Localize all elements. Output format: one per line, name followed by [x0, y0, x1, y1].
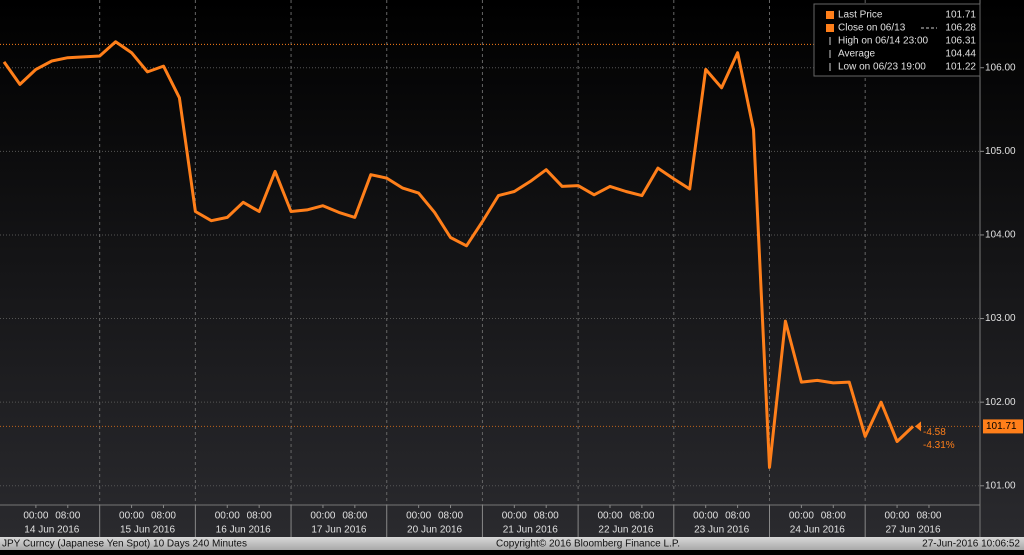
- y-tick-label: 106.00: [985, 62, 1016, 73]
- x-tick-label: 00:00: [119, 511, 144, 522]
- footer-bar: [0, 537, 1024, 550]
- x-tick-label: 00:00: [789, 511, 814, 522]
- legend-swatch: [826, 24, 834, 32]
- footer-right: 27-Jun-2016 10:06:52: [922, 539, 1020, 550]
- x-tick-label: 00:00: [885, 511, 910, 522]
- y-tick-label: 105.00: [985, 146, 1016, 157]
- x-tick-label: 08:00: [438, 511, 463, 522]
- x-tick-label: 08:00: [534, 511, 559, 522]
- x-tick-label: 08:00: [725, 511, 750, 522]
- y-tick-label: 104.00: [985, 230, 1016, 241]
- legend-label: Last Price: [838, 10, 883, 21]
- y-tick-label: 102.00: [985, 397, 1016, 408]
- legend-label: High on 06/14 23:00: [838, 36, 929, 47]
- legend-label: Close on 06/13: [838, 23, 906, 34]
- legend-swatch: [826, 11, 834, 19]
- day-label: 27 Jun 2016: [885, 525, 940, 536]
- x-tick-label: 00:00: [597, 511, 622, 522]
- price-line: [2, 40, 915, 469]
- day-label: 24 Jun 2016: [790, 525, 845, 536]
- y-tick-label: 101.00: [985, 480, 1016, 491]
- last-price-tag-label: 101.71: [986, 421, 1017, 432]
- x-tick-label: 00:00: [406, 511, 431, 522]
- day-label: 22 Jun 2016: [598, 525, 653, 536]
- footer-center: Copyright© 2016 Bloomberg Finance L.P.: [496, 539, 680, 550]
- x-tick-label: 00:00: [693, 511, 718, 522]
- day-label: 16 Jun 2016: [216, 525, 271, 536]
- day-label: 14 Jun 2016: [24, 525, 79, 536]
- x-tick-label: 00:00: [502, 511, 527, 522]
- last-price-arrow: [915, 421, 922, 432]
- x-tick-label: 00:00: [215, 511, 240, 522]
- footer-left: JPY Curncy (Japanese Yen Spot) 10 Days 2…: [2, 539, 247, 550]
- legend-value: 106.28: [945, 23, 976, 34]
- day-label: 21 Jun 2016: [503, 525, 558, 536]
- legend-value: 101.71: [945, 10, 976, 21]
- x-tick-label: 08:00: [247, 511, 272, 522]
- legend-value: 104.44: [945, 49, 976, 60]
- legend-value: 106.31: [945, 36, 976, 47]
- x-tick-label: 00:00: [310, 511, 335, 522]
- legend-value: 101.22: [945, 62, 976, 73]
- last-price-tag: [983, 419, 1023, 434]
- x-tick-label: 08:00: [55, 511, 80, 522]
- x-tick-label: 08:00: [342, 511, 367, 522]
- pct-change: -4.31%: [923, 440, 955, 451]
- legend-box: [813, 3, 981, 77]
- y-tick-label: 103.00: [985, 313, 1016, 324]
- day-label: 23 Jun 2016: [694, 525, 749, 536]
- x-tick-label: 00:00: [23, 511, 48, 522]
- legend-label: Low on 06/23 19:00: [838, 62, 926, 73]
- day-label: 17 Jun 2016: [311, 525, 366, 536]
- legend-label: Average: [838, 49, 876, 60]
- x-tick-label: 08:00: [629, 511, 654, 522]
- plot-background: [0, 0, 1024, 537]
- day-label: 20 Jun 2016: [407, 525, 462, 536]
- net-change: -4.58: [923, 427, 946, 438]
- x-tick-label: 08:00: [821, 511, 846, 522]
- x-tick-label: 08:00: [916, 511, 941, 522]
- x-tick-label: 08:00: [151, 511, 176, 522]
- day-label: 15 Jun 2016: [120, 525, 175, 536]
